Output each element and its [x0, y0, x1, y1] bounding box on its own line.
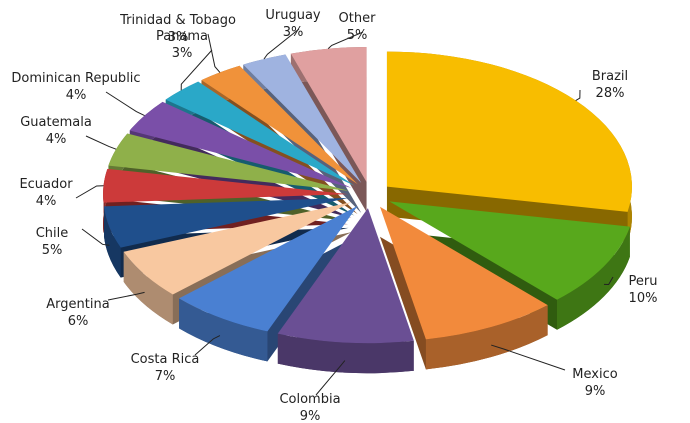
slice-percent: 4%: [36, 194, 57, 209]
slice-percent: 5%: [347, 28, 368, 43]
slice-label: Guatemala: [20, 115, 92, 130]
slice-label: Argentina: [46, 297, 109, 312]
slice: [277, 208, 414, 374]
slice-label: Ecuador: [19, 177, 73, 192]
slice-percent: 5%: [42, 243, 63, 258]
slice-top: [104, 197, 349, 248]
slice-label: Peru: [629, 274, 658, 289]
slice-top: [379, 206, 548, 340]
slice-top: [389, 201, 630, 300]
slice-wall: [425, 305, 548, 370]
slice-percent: 6%: [68, 314, 89, 329]
leader-line: [315, 360, 346, 396]
slice-percent: 10%: [629, 291, 658, 306]
slice-label: Costa Rica: [131, 352, 200, 367]
leader-line: [603, 276, 614, 285]
slice-top: [277, 208, 414, 344]
leader-line: [180, 49, 213, 91]
slice-label: Colombia: [279, 392, 340, 407]
leader-line: [105, 91, 145, 117]
slice-percent: 3%: [283, 25, 304, 40]
slice-top: [129, 101, 352, 188]
slice-percent: 4%: [46, 132, 67, 147]
slice-percent: 9%: [585, 384, 606, 399]
slice-top: [179, 205, 358, 332]
leader-line: [263, 28, 300, 60]
slice-wall: [104, 206, 121, 278]
slice: [386, 51, 632, 242]
leader-line: [81, 228, 110, 246]
slice-wall: [556, 226, 630, 330]
slice-top: [290, 46, 367, 182]
slice-top: [103, 168, 349, 203]
slice-top: [243, 54, 362, 183]
leader-line: [75, 185, 104, 199]
slice-percent: 4%: [66, 88, 87, 103]
slice-wall: [179, 298, 268, 362]
slice-top: [123, 202, 352, 295]
slice-label: Uruguay: [265, 8, 321, 23]
leader-line: [85, 135, 117, 150]
slice: [379, 206, 548, 370]
leader-line: [107, 291, 145, 301]
slice-percent: 3%: [168, 30, 189, 45]
slice-top: [108, 133, 350, 191]
slice-percent: 9%: [300, 409, 321, 423]
slice: [179, 205, 358, 362]
slice-percent: 3%: [172, 46, 193, 61]
slice-label: Dominican Republic: [11, 71, 140, 86]
leader-line: [491, 344, 566, 371]
slice-percent: 28%: [596, 86, 625, 101]
slice-wall: [123, 251, 173, 325]
slice-percent: 7%: [155, 369, 176, 384]
slice-label: Panama: [156, 29, 208, 44]
slice-label: Mexico: [572, 367, 617, 382]
slice-top: [201, 65, 358, 185]
leader-line: [194, 335, 221, 356]
slice-label: Other: [339, 11, 377, 26]
slice-label: Chile: [36, 226, 69, 241]
slice-wall: [277, 333, 414, 374]
slice-label: Trinidad & Tobago: [119, 13, 236, 28]
slice-top: [386, 51, 632, 212]
leader-line: [327, 31, 364, 49]
leader-line: [207, 33, 221, 73]
slice-top: [165, 81, 355, 186]
leader-line: [575, 89, 581, 101]
slice-label: Brazil: [592, 69, 628, 84]
